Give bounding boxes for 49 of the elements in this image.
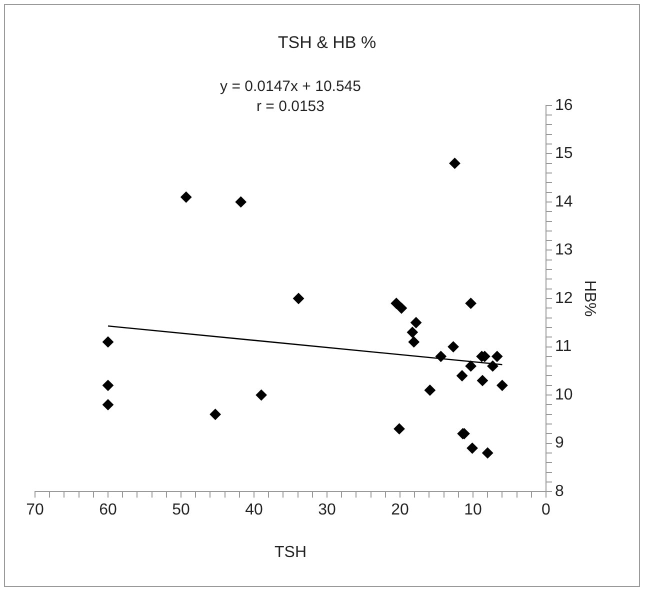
x-axis-title: TSH	[274, 544, 306, 561]
y-tick-label: 14	[555, 193, 573, 210]
point	[465, 298, 476, 309]
x-tick-label: 60	[99, 502, 117, 519]
point	[482, 447, 494, 458]
y-tick-label: 16	[555, 96, 573, 114]
y-tick-label: 15	[555, 145, 573, 162]
chart-title: TSH & HB %	[278, 32, 376, 52]
point	[408, 336, 420, 348]
point	[496, 380, 508, 391]
y-tick-label: 11	[555, 338, 572, 356]
x-tick-label: 10	[464, 502, 482, 519]
point	[293, 293, 304, 304]
y-tick-label: 12	[555, 290, 573, 307]
x-tick-label: 0	[542, 502, 551, 519]
point	[424, 384, 436, 396]
point	[102, 380, 114, 391]
point	[492, 350, 503, 362]
text: y = 0.0147x + 10.545	[220, 78, 361, 96]
x-tick-label: 70	[26, 502, 44, 519]
y-tick-label: 10	[555, 386, 573, 404]
point	[210, 408, 221, 420]
x-tick-label: 50	[172, 502, 190, 519]
point	[476, 375, 488, 386]
point	[406, 326, 418, 338]
point	[449, 158, 460, 169]
x-tick-label: 20	[391, 502, 409, 519]
point	[448, 341, 459, 352]
point	[390, 298, 402, 309]
point	[435, 350, 446, 362]
y-tick-label: 9	[555, 434, 564, 452]
point	[396, 302, 407, 314]
y-axis-title: HB%	[580, 280, 598, 317]
point	[466, 442, 478, 454]
point	[487, 360, 498, 372]
point	[180, 192, 192, 203]
point	[456, 370, 468, 382]
point	[102, 399, 114, 410]
point	[102, 336, 114, 348]
x-tick-label: 30	[318, 502, 336, 519]
point	[465, 360, 476, 372]
x-tick-label: 40	[245, 502, 263, 519]
annotation: r = 0.0153	[256, 98, 324, 116]
point	[235, 196, 246, 208]
point	[394, 423, 405, 434]
point	[256, 390, 267, 401]
y-tick-label: 8	[555, 483, 564, 500]
y-tick-label: 13	[555, 242, 573, 259]
point	[410, 317, 422, 328]
